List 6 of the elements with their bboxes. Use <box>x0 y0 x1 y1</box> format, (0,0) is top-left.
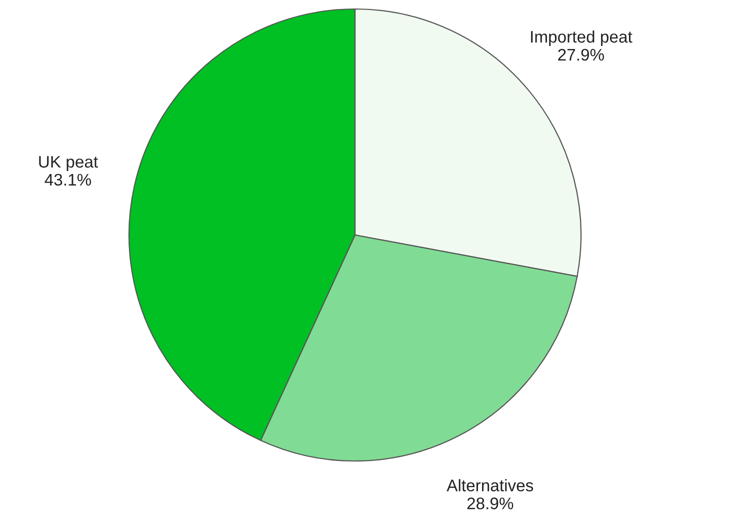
data-label: 28.9% <box>467 498 514 510</box>
slice-label: UK peat <box>39 156 98 171</box>
slice-label: Alternatives <box>446 479 534 492</box>
data-label: 27.9% <box>558 48 604 61</box>
data-label: 43.1% <box>44 174 92 186</box>
slice-label: Imported peat <box>531 30 632 46</box>
